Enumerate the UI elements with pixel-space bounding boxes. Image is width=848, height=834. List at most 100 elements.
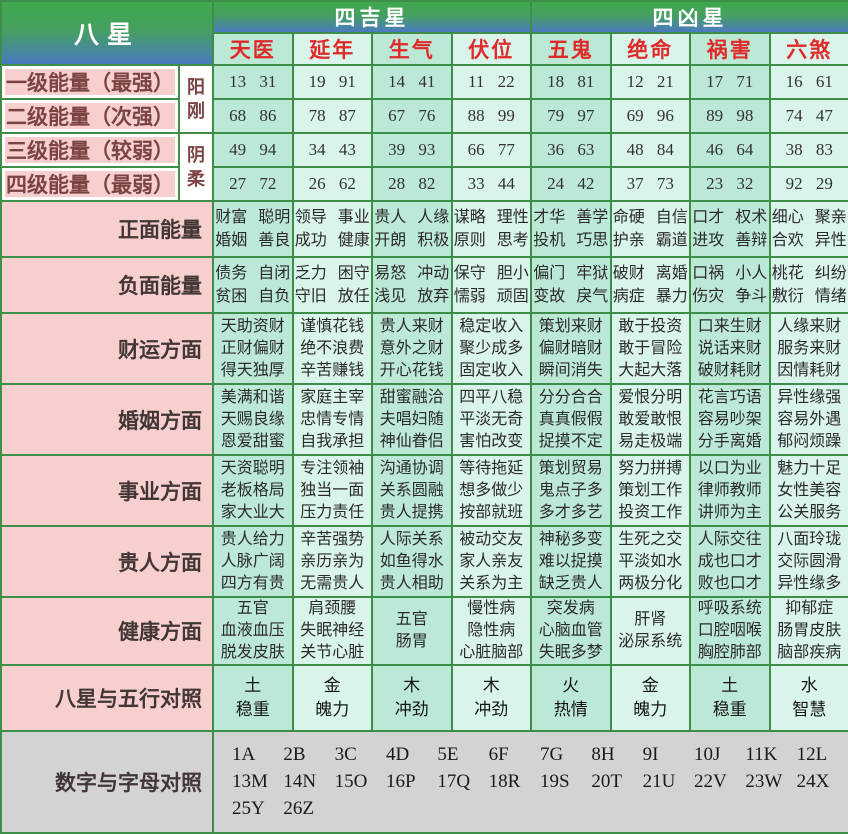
star-header-shengqi: 生气 [371,32,453,66]
number-letter-item: 18R [488,771,521,792]
aspect-cell: 四平八稳 平淡无奇 害怕改变 [450,383,533,456]
wuxing-cell: 木 冲劲 [371,664,453,732]
energy-value: 14 41 [371,64,453,100]
number-letter-item: 8H [591,744,615,765]
star-header-yannian: 延年 [291,32,374,66]
energy-value: 74 47 [768,98,848,134]
energy-level-4-label: 四级能量（最弱） [0,166,180,202]
aspect-cell: 口来生财 说话来财 破财耗财 [689,312,771,385]
energy-value: 68 86 [212,98,294,134]
aspect-cell: 破财 离婚 病症 暴力 [609,256,692,314]
number-letter-item: 22V [694,771,727,792]
aspect-cell: 专注领袖 独当一面 压力责任 [291,454,374,527]
aspect-cell: 以口为业 律师教师 讲师为主 [689,454,771,527]
aspect-cell: 命硬 自信 护亲 霸道 [609,200,692,258]
aspect-cell: 天助资财 正财偏财 得天独厚 [212,312,294,385]
marriage-label: 婚姻方面 [0,383,215,456]
energy-value: 37 73 [609,166,692,202]
number-letter-item: 19S [540,771,570,792]
number-letter-item: 25Y [232,798,265,819]
energy-value: 11 22 [450,64,533,100]
aspect-cell: 辛苦强势 亲历亲为 无需贵人 [291,525,374,598]
number-letter-item: 17Q [437,771,471,792]
auspicious-stars-header: 四吉星 [212,0,533,34]
number-letter-label: 数字与字母对照 [0,730,215,834]
health-label: 健康方面 [0,596,215,666]
number-letter-cell: 1A 2B 3C 4D 5E 6F 7G 8H 9I 10J 11K 12L 1… [212,730,848,834]
energy-value: 19 91 [291,64,374,100]
number-letter-item: 23W [745,771,783,792]
number-letter-item: 21U [642,771,676,792]
aspect-cell: 领导 事业 成功 健康 [291,200,374,258]
number-letter-item: 11K [745,744,778,765]
aspect-cell: 贵人 人缘 开朗 积极 [371,200,453,258]
energy-value: 24 42 [530,166,612,202]
energy-value: 28 82 [371,166,453,202]
energy-value: 38 83 [768,132,848,168]
aspect-cell: 贵人给力 人脉广阔 四方有贵 [212,525,294,598]
number-letter-item: 12L [796,744,828,765]
aspect-cell: 策划来财 偏财暗财 瞬间消失 [530,312,612,385]
aspect-cell: 偏门 牢狱 变故 戾气 [530,256,612,314]
energy-value: 17 71 [689,64,771,100]
aspect-cell: 花言巧语 容易吵架 分手离婚 [689,383,771,456]
benefactor-label: 贵人方面 [0,525,215,598]
aspect-cell: 细心 聚亲 合欢 异性 [768,200,848,258]
star-header-fuwei: 伏位 [450,32,533,66]
aspect-cell: 口祸 小人 伤灾 争斗 [689,256,771,314]
energy-value: 48 84 [609,132,692,168]
aspect-cell: 等待拖延 想多做少 按部就班 [450,454,533,527]
aspect-cell: 被动交友 家人亲友 关系为主 [450,525,533,598]
aspect-cell: 人际交往 成也口才 败也口才 [689,525,771,598]
wuxing-cell: 土 稳重 [689,664,771,732]
aspect-cell: 五官 肠胃 [371,596,453,666]
wuxing-cell: 金 魄力 [291,664,374,732]
energy-value: 78 87 [291,98,374,134]
career-label: 事业方面 [0,454,215,527]
number-letter-item: 26Z [283,798,314,819]
energy-value: 26 62 [291,166,374,202]
positive-energy-label: 正面能量 [0,200,215,258]
aspect-cell: 甜蜜融洽 夫唱妇随 神仙眷侣 [371,383,453,456]
wuxing-cell: 火 热情 [530,664,612,732]
yin-rou-label: 阴 柔 [177,132,215,202]
aspect-cell: 肝肾 泌尿系统 [609,596,692,666]
energy-value: 89 98 [689,98,771,134]
aspect-cell: 呼吸系统 口腔咽喉 胸腔肺部 [689,596,771,666]
number-letter-item: 24X [796,771,830,792]
energy-value: 16 61 [768,64,848,100]
aspect-cell: 谋略 理性 原则 思考 [450,200,533,258]
wuxing-cell: 木 冲劲 [450,664,533,732]
energy-value: 66 77 [450,132,533,168]
star-header-liusha: 六煞 [768,32,848,66]
aspect-cell: 爱恨分明 敢爱敢恨 易走极端 [609,383,692,456]
yang-gang-label: 阳 刚 [177,64,215,134]
aspect-cell: 异性缘强 容易外遇 郁闷烦躁 [768,383,848,456]
number-letter-item: 15O [334,771,368,792]
number-letter-item: 14N [283,771,317,792]
aspect-cell: 人际关系 如鱼得水 贵人相助 [371,525,453,598]
aspect-cell: 敢于投资 敢于冒险 大起大落 [609,312,692,385]
energy-value: 12 21 [609,64,692,100]
aspect-cell: 慢性病 隐性病 心脏脑部 [450,596,533,666]
aspect-cell: 策划贸易 鬼点子多 多才多艺 [530,454,612,527]
energy-value: 23 32 [689,166,771,202]
aspect-cell: 口才 权术 进攻 善辩 [689,200,771,258]
wealth-label: 财运方面 [0,312,215,385]
aspect-cell: 人缘来财 服务来财 因情耗财 [768,312,848,385]
aspect-cell: 生死之交 平淡如水 两极分化 [609,525,692,598]
number-letter-grid: 1A 2B 3C 4D 5E 6F 7G 8H 9I 10J 11K 12L 1… [215,733,847,831]
aspect-cell: 分分合合 真真假假 捉摸不定 [530,383,612,456]
energy-level-2-label: 二级能量（次强） [0,98,180,134]
number-letter-item: 9I [642,744,659,765]
aspect-cell: 才华 善学 投机 巧思 [530,200,612,258]
energy-value: 88 99 [450,98,533,134]
energy-value: 13 31 [212,64,294,100]
number-letter-item: 10J [694,744,721,765]
energy-value: 49 94 [212,132,294,168]
wuxing-cell: 土 稳重 [212,664,294,732]
aspect-cell: 乏力 困守 守旧 放任 [291,256,374,314]
aspect-cell: 保守 胆小 懦弱 顽固 [450,256,533,314]
aspect-cell: 天资聪明 老板格局 家大业大 [212,454,294,527]
